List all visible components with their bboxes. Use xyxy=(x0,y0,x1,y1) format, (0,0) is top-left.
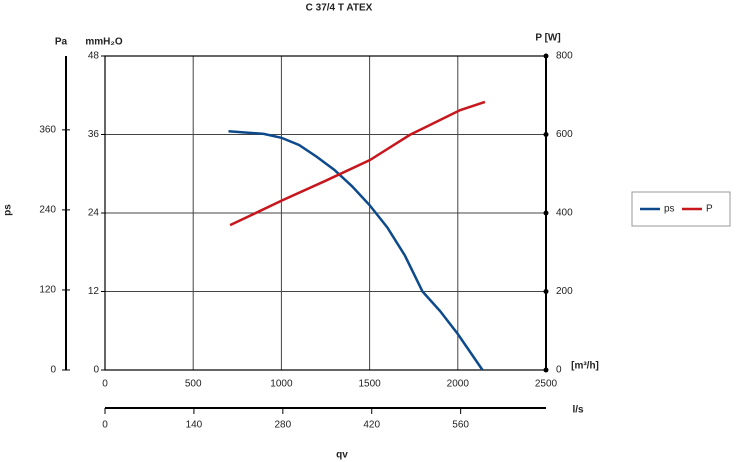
x-tick-label: 2500 xyxy=(535,379,558,390)
x-tick-label: 1000 xyxy=(270,379,293,390)
y-label: ps xyxy=(3,204,14,216)
y-tick-label: 24 xyxy=(88,208,100,219)
x-tick-label: 500 xyxy=(185,379,202,390)
x-tick-label: 1500 xyxy=(358,379,381,390)
y2-tick xyxy=(543,289,549,294)
y2-tick xyxy=(543,210,549,216)
y2-tick xyxy=(543,367,549,373)
legend-label: P xyxy=(706,204,713,215)
y2-tick-label: 200 xyxy=(556,286,573,297)
y2-tick-label: 600 xyxy=(556,129,573,140)
series-line xyxy=(228,129,484,371)
y3-tick-label: 120 xyxy=(39,285,56,296)
x2-tick-label: 280 xyxy=(274,420,291,431)
pa-unit: Pa xyxy=(55,37,68,48)
x-unit: [m³/h] xyxy=(571,361,599,372)
x-tick-label: 0 xyxy=(102,379,108,390)
x2-tick-label: 560 xyxy=(452,420,469,431)
series-line xyxy=(229,100,486,227)
y3-tick-label: 0 xyxy=(50,365,56,376)
x-tick-label: 2000 xyxy=(447,379,470,390)
x2-tick-label: 140 xyxy=(186,420,203,431)
x-label: qv xyxy=(336,450,348,461)
x2-unit: l/s xyxy=(572,405,584,416)
y2-tick-label: 400 xyxy=(556,208,573,219)
legend-label: ps xyxy=(664,204,675,215)
y-tick-label: 0 xyxy=(93,365,99,376)
y3-tick-label: 360 xyxy=(39,124,56,135)
y2-tick xyxy=(543,132,549,137)
x2-tick-label: 420 xyxy=(363,420,380,431)
y2-label: P [W] xyxy=(535,33,560,44)
y2-tick-label: 800 xyxy=(556,51,573,62)
y-unit: mmH₂O xyxy=(85,37,122,48)
y-tick-label: 48 xyxy=(88,51,100,62)
x2-tick-label: 0 xyxy=(102,420,108,431)
y2-tick-label: 0 xyxy=(556,365,562,376)
y-tick-label: 36 xyxy=(88,129,100,140)
y3-tick-label: 240 xyxy=(39,205,56,216)
y2-tick xyxy=(543,53,549,59)
chart-title: C 37/4 T ATEX xyxy=(306,3,373,14)
y-tick-label: 12 xyxy=(88,286,100,297)
